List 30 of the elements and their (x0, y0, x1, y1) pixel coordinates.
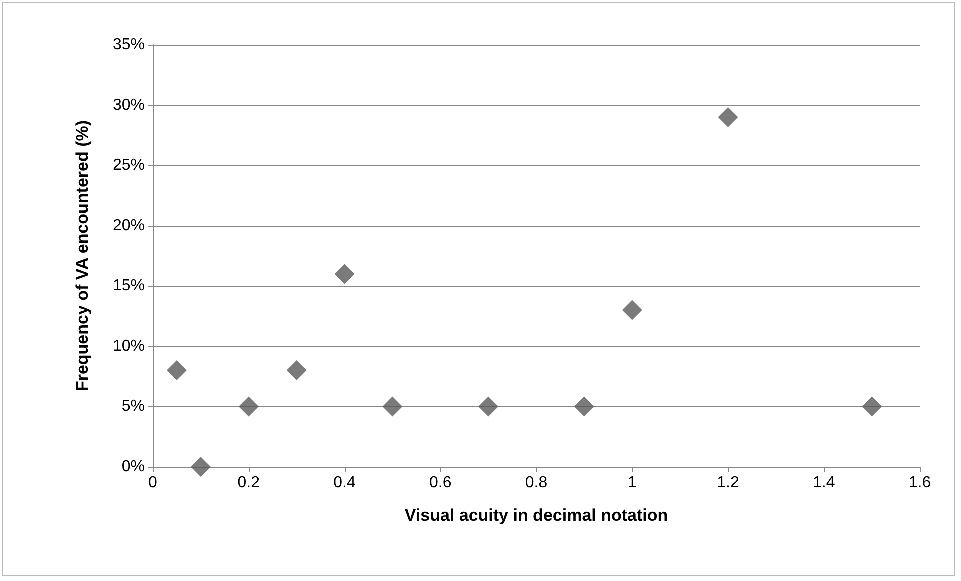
y-tick-label: 30% (112, 96, 145, 114)
x-axis-title: Visual acuity in decimal notation (404, 506, 668, 525)
point (574, 396, 594, 417)
point (334, 264, 355, 284)
x-tick-label: 0.4 (334, 474, 356, 492)
point (166, 360, 187, 381)
x-tick-label: 1 (628, 474, 637, 492)
x-tick-label: 1.4 (813, 474, 836, 492)
point (718, 107, 738, 128)
y-tick-label: 35% (112, 36, 145, 54)
x-tick-label: 0.2 (238, 474, 260, 492)
point (622, 300, 642, 320)
y-tick-label: 25% (112, 157, 145, 174)
point (478, 396, 499, 417)
point (190, 457, 211, 477)
y-tick-label: 20% (112, 217, 145, 234)
x-tick-label: 1.2 (717, 474, 740, 492)
y-axis-title: Frequency of VA encountered (%) (73, 120, 92, 392)
y-tick-label: 15% (112, 278, 145, 295)
y-tick-label: 5% (122, 398, 145, 416)
y-tick-label: 10% (112, 338, 145, 355)
x-tick-label: 0.6 (430, 474, 452, 492)
x-tick-label: 1.6 (908, 474, 932, 492)
point (286, 360, 307, 381)
y-tick-label: 0% (122, 458, 145, 476)
point (382, 396, 403, 417)
x-tick-label: 0 (148, 474, 158, 492)
x-tick-label: 0.8 (525, 474, 548, 492)
point (862, 396, 882, 417)
point (238, 396, 259, 417)
